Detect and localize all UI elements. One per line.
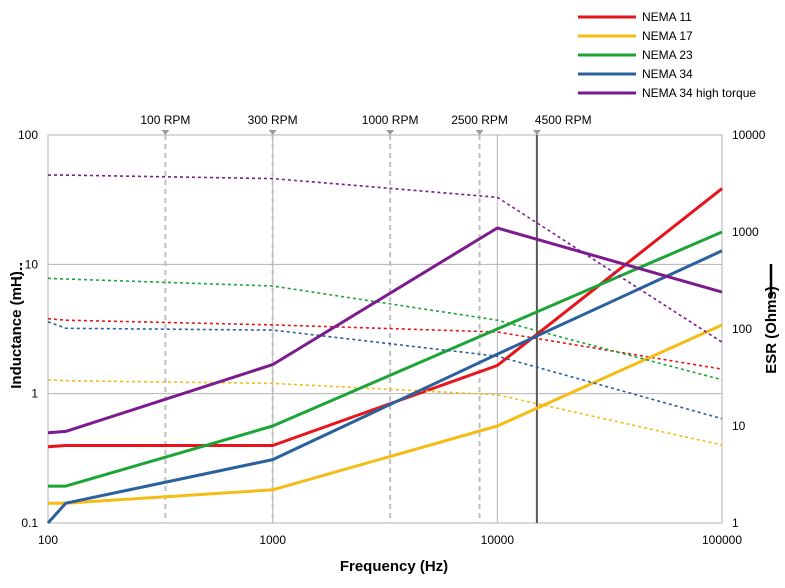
legend-item-label: NEMA 34 high torque xyxy=(642,86,756,100)
x-tick-label: 100000 xyxy=(702,533,742,547)
y-right-tick-label: 100 xyxy=(732,322,752,336)
rpm-marker-arrow xyxy=(161,130,170,135)
y-left-tick-label: 100 xyxy=(18,128,38,142)
y-right-tick-label: 1000 xyxy=(732,225,759,239)
y-left-tick-label: 0.1 xyxy=(21,516,38,530)
axes: 0.1 1 10 100 100 1000 10000 100000 1 10 100 1000 100… xyxy=(18,128,766,547)
x-axis-title: Frequency (Hz) xyxy=(340,558,448,575)
legend-item-label: NEMA 34 xyxy=(642,67,693,81)
y-left-tick-label: 10 xyxy=(25,257,39,271)
series-esr-nema-34-high-torque xyxy=(47,226,723,435)
rpm-marker-arrow xyxy=(475,130,484,135)
rpm-marker-label: 100 RPM xyxy=(140,113,190,127)
y-right-tick-label: 10000 xyxy=(732,128,766,142)
rpm-marker-arrow xyxy=(268,130,277,135)
series-lines xyxy=(46,174,723,525)
rpm-marker-arrow xyxy=(386,130,395,135)
series-esr-nema-34 xyxy=(46,249,723,525)
rpm-marker-label: 1000 RPM xyxy=(362,113,419,127)
legend-item-label: NEMA 17 xyxy=(642,29,693,43)
plot-frame xyxy=(47,134,723,524)
series-inductance-nema-34-high-torque xyxy=(48,174,723,343)
y-axis-left-title: Inductance (mH) xyxy=(8,271,25,389)
x-tick-label: 1000 xyxy=(259,533,286,547)
y-right-tick-label: 10 xyxy=(732,419,746,433)
grid xyxy=(47,134,723,524)
series-inductance-nema-17 xyxy=(47,379,723,446)
x-tick-label: 10000 xyxy=(481,533,515,547)
rpm-markers: 100 RPM 300 RPM 1000 RPM 2500 RPM 4500 RPM xyxy=(140,113,592,523)
rpm-marker-arrow xyxy=(532,130,541,135)
y-left-tick-label: 1 xyxy=(31,387,38,401)
y-axis-right-title: ESR (Ohms) xyxy=(763,286,780,374)
series-esr-nema-17 xyxy=(48,323,723,505)
y-right-tick-label: 1 xyxy=(732,516,739,530)
rpm-marker-label: 4500 RPM xyxy=(535,113,592,127)
series-esr-nema-23 xyxy=(48,230,723,488)
legend: NEMA 11 NEMA 17 NEMA 23 NEMA 34 NEMA 34 high… xyxy=(578,10,756,100)
series-inductance-nema-34 xyxy=(47,320,723,420)
rpm-marker-label: 300 RPM xyxy=(248,113,298,127)
legend-item-label: NEMA 23 xyxy=(642,48,693,62)
series-esr-nema-11 xyxy=(47,187,723,449)
legend-item-label: NEMA 11 xyxy=(642,10,692,24)
series-inductance-nema-11 xyxy=(47,317,723,370)
rpm-marker-label: 2500 RPM xyxy=(451,113,508,127)
series-inductance-nema-23 xyxy=(47,277,723,381)
x-tick-label: 100 xyxy=(38,533,58,547)
